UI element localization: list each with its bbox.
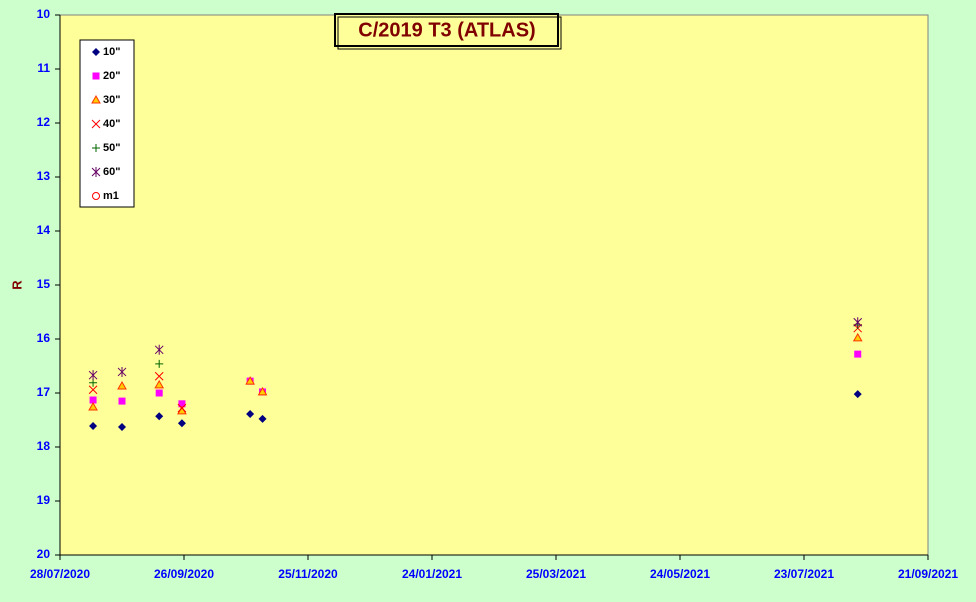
point [853, 390, 862, 399]
legend-label: 30" [103, 94, 120, 106]
chart-title: C/2019 T3 (ATLAS) [358, 19, 535, 41]
point [854, 350, 862, 358]
point [88, 370, 98, 381]
legend-label: 20" [103, 70, 120, 82]
point [154, 379, 165, 389]
point [177, 403, 187, 413]
y-tick-label: 13 [37, 169, 51, 183]
point [155, 412, 164, 421]
legend-marker [91, 167, 101, 177]
point [245, 376, 255, 385]
point [154, 344, 164, 355]
y-tick-label: 15 [37, 277, 51, 291]
legend-marker [92, 144, 100, 152]
legend-marker [91, 119, 101, 129]
y-tick-label: 19 [37, 493, 51, 507]
legend-label: 40" [103, 118, 120, 130]
point [178, 400, 186, 408]
x-tick-label: 25/11/2020 [278, 567, 338, 581]
point [258, 414, 267, 423]
title-shadow [337, 16, 562, 50]
point [117, 380, 127, 390]
y-tick-label: 14 [37, 223, 51, 237]
point [852, 332, 863, 342]
y-axis-label: R [9, 280, 24, 290]
y-tick-label: 16 [37, 331, 51, 345]
y-tick-label: 10 [37, 7, 51, 21]
legend-marker [92, 48, 100, 56]
y-tick-label: 17 [37, 385, 51, 399]
point [89, 396, 97, 404]
y-tick-label: 20 [37, 547, 51, 561]
title-box [334, 13, 559, 47]
point [177, 419, 186, 428]
x-tick-label: 25/03/2021 [526, 567, 586, 581]
y-tick-label: 11 [37, 61, 50, 75]
x-tick-label: 24/01/2021 [402, 567, 462, 581]
legend-marker [91, 94, 101, 104]
point [246, 410, 255, 419]
legend-label: 10" [103, 46, 120, 58]
point [89, 421, 98, 430]
point [155, 359, 164, 368]
x-tick-label: 28/07/2020 [30, 567, 90, 581]
point [257, 386, 268, 396]
legend-label: m1 [103, 190, 119, 202]
point [155, 389, 163, 397]
point [154, 371, 164, 381]
legend-label: 60" [103, 166, 120, 178]
point [853, 317, 863, 328]
y-tick-label: 12 [37, 115, 51, 129]
point [118, 397, 126, 405]
legend-label: 50" [103, 142, 120, 154]
legend-marker [92, 192, 100, 200]
point [117, 366, 127, 377]
point [88, 385, 98, 395]
legend-box [79, 39, 135, 208]
point [118, 423, 126, 432]
x-tick-label: 23/07/2021 [774, 567, 834, 581]
x-tick-label: 21/09/2021 [898, 567, 958, 581]
plot-area [59, 14, 929, 556]
y-tick-label: 18 [37, 439, 51, 453]
x-tick-label: 26/09/2020 [154, 567, 214, 581]
legend-marker [92, 72, 100, 80]
point [88, 402, 98, 411]
x-tick-label: 24/05/2021 [650, 567, 710, 581]
